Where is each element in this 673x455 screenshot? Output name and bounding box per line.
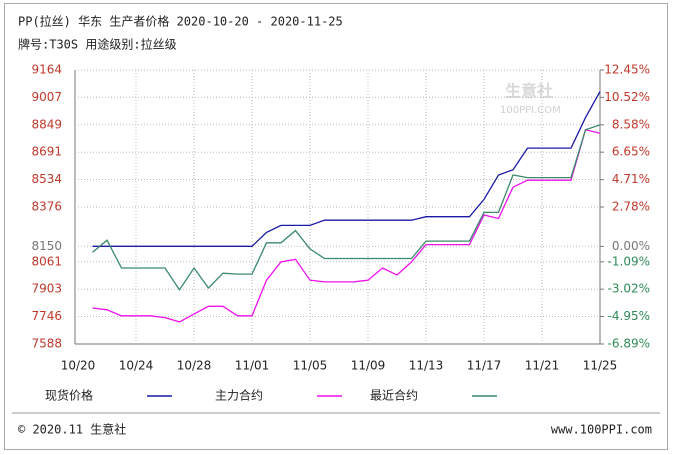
x-tick-label: 11/21 <box>525 359 560 373</box>
chart-title: PP(拉丝) 华东 生产者价格 2020-10-20 - 2020-11-25 <box>18 14 343 29</box>
y-tick-label: 8061 <box>31 254 62 268</box>
x-tick-label: 11/01 <box>235 359 270 373</box>
series-line <box>92 124 601 291</box>
series-line <box>92 129 601 323</box>
y-tick-label: 9164 <box>31 63 62 77</box>
y-tick-label: 8534 <box>31 172 62 186</box>
y2-tick-label: -6.89% <box>608 337 650 351</box>
series-line <box>92 91 601 247</box>
x-tick-label: 11/13 <box>409 359 444 373</box>
y2-tick-label: 10.52% <box>604 90 650 104</box>
y-tick-label: 8150 <box>31 239 62 253</box>
legend-label: 主力合约 <box>215 388 263 403</box>
y-tick-label: 7588 <box>31 337 62 351</box>
chart-subtitle: 牌号:T30S 用途级别:拉丝级 <box>18 37 177 52</box>
x-tick-label: 11/09 <box>351 359 386 373</box>
y-tick-label: 7746 <box>31 309 62 323</box>
y2-tick-label: 12.45% <box>604 63 650 77</box>
y-tick-label: 8691 <box>31 145 62 159</box>
y2-tick-label: 8.58% <box>612 117 650 131</box>
legend-label: 最近合约 <box>370 388 418 403</box>
y2-tick-label: -4.95% <box>608 309 650 323</box>
y-tick-label: 9007 <box>31 90 62 104</box>
footer-right: www.100PPI.com <box>551 423 652 437</box>
x-tick-label: 10/24 <box>119 359 154 373</box>
legend-label: 现货价格 <box>45 388 93 403</box>
x-tick-label: 11/25 <box>583 359 618 373</box>
y-tick-label: 7903 <box>31 282 62 296</box>
y2-tick-label: 0.00% <box>612 239 650 253</box>
watermark: 生意社 <box>505 82 553 101</box>
x-tick-label: 11/05 <box>293 359 328 373</box>
y-tick-label: 8849 <box>31 117 62 131</box>
x-tick-label: 10/20 <box>61 359 96 373</box>
x-tick-label: 11/17 <box>467 359 502 373</box>
y2-tick-label: 6.65% <box>612 145 650 159</box>
x-tick-label: 10/28 <box>177 359 212 373</box>
y2-tick-label: 2.78% <box>612 200 650 214</box>
frame <box>4 3 668 450</box>
y2-tick-label: -3.02% <box>608 282 650 296</box>
y2-tick-label: -1.09% <box>608 254 650 268</box>
watermark-url: 100PPI.COM <box>500 105 561 116</box>
footer-left: © 2020.11 生意社 <box>18 422 126 437</box>
y2-tick-label: 4.71% <box>612 172 650 186</box>
y-tick-label: 8376 <box>31 200 62 214</box>
